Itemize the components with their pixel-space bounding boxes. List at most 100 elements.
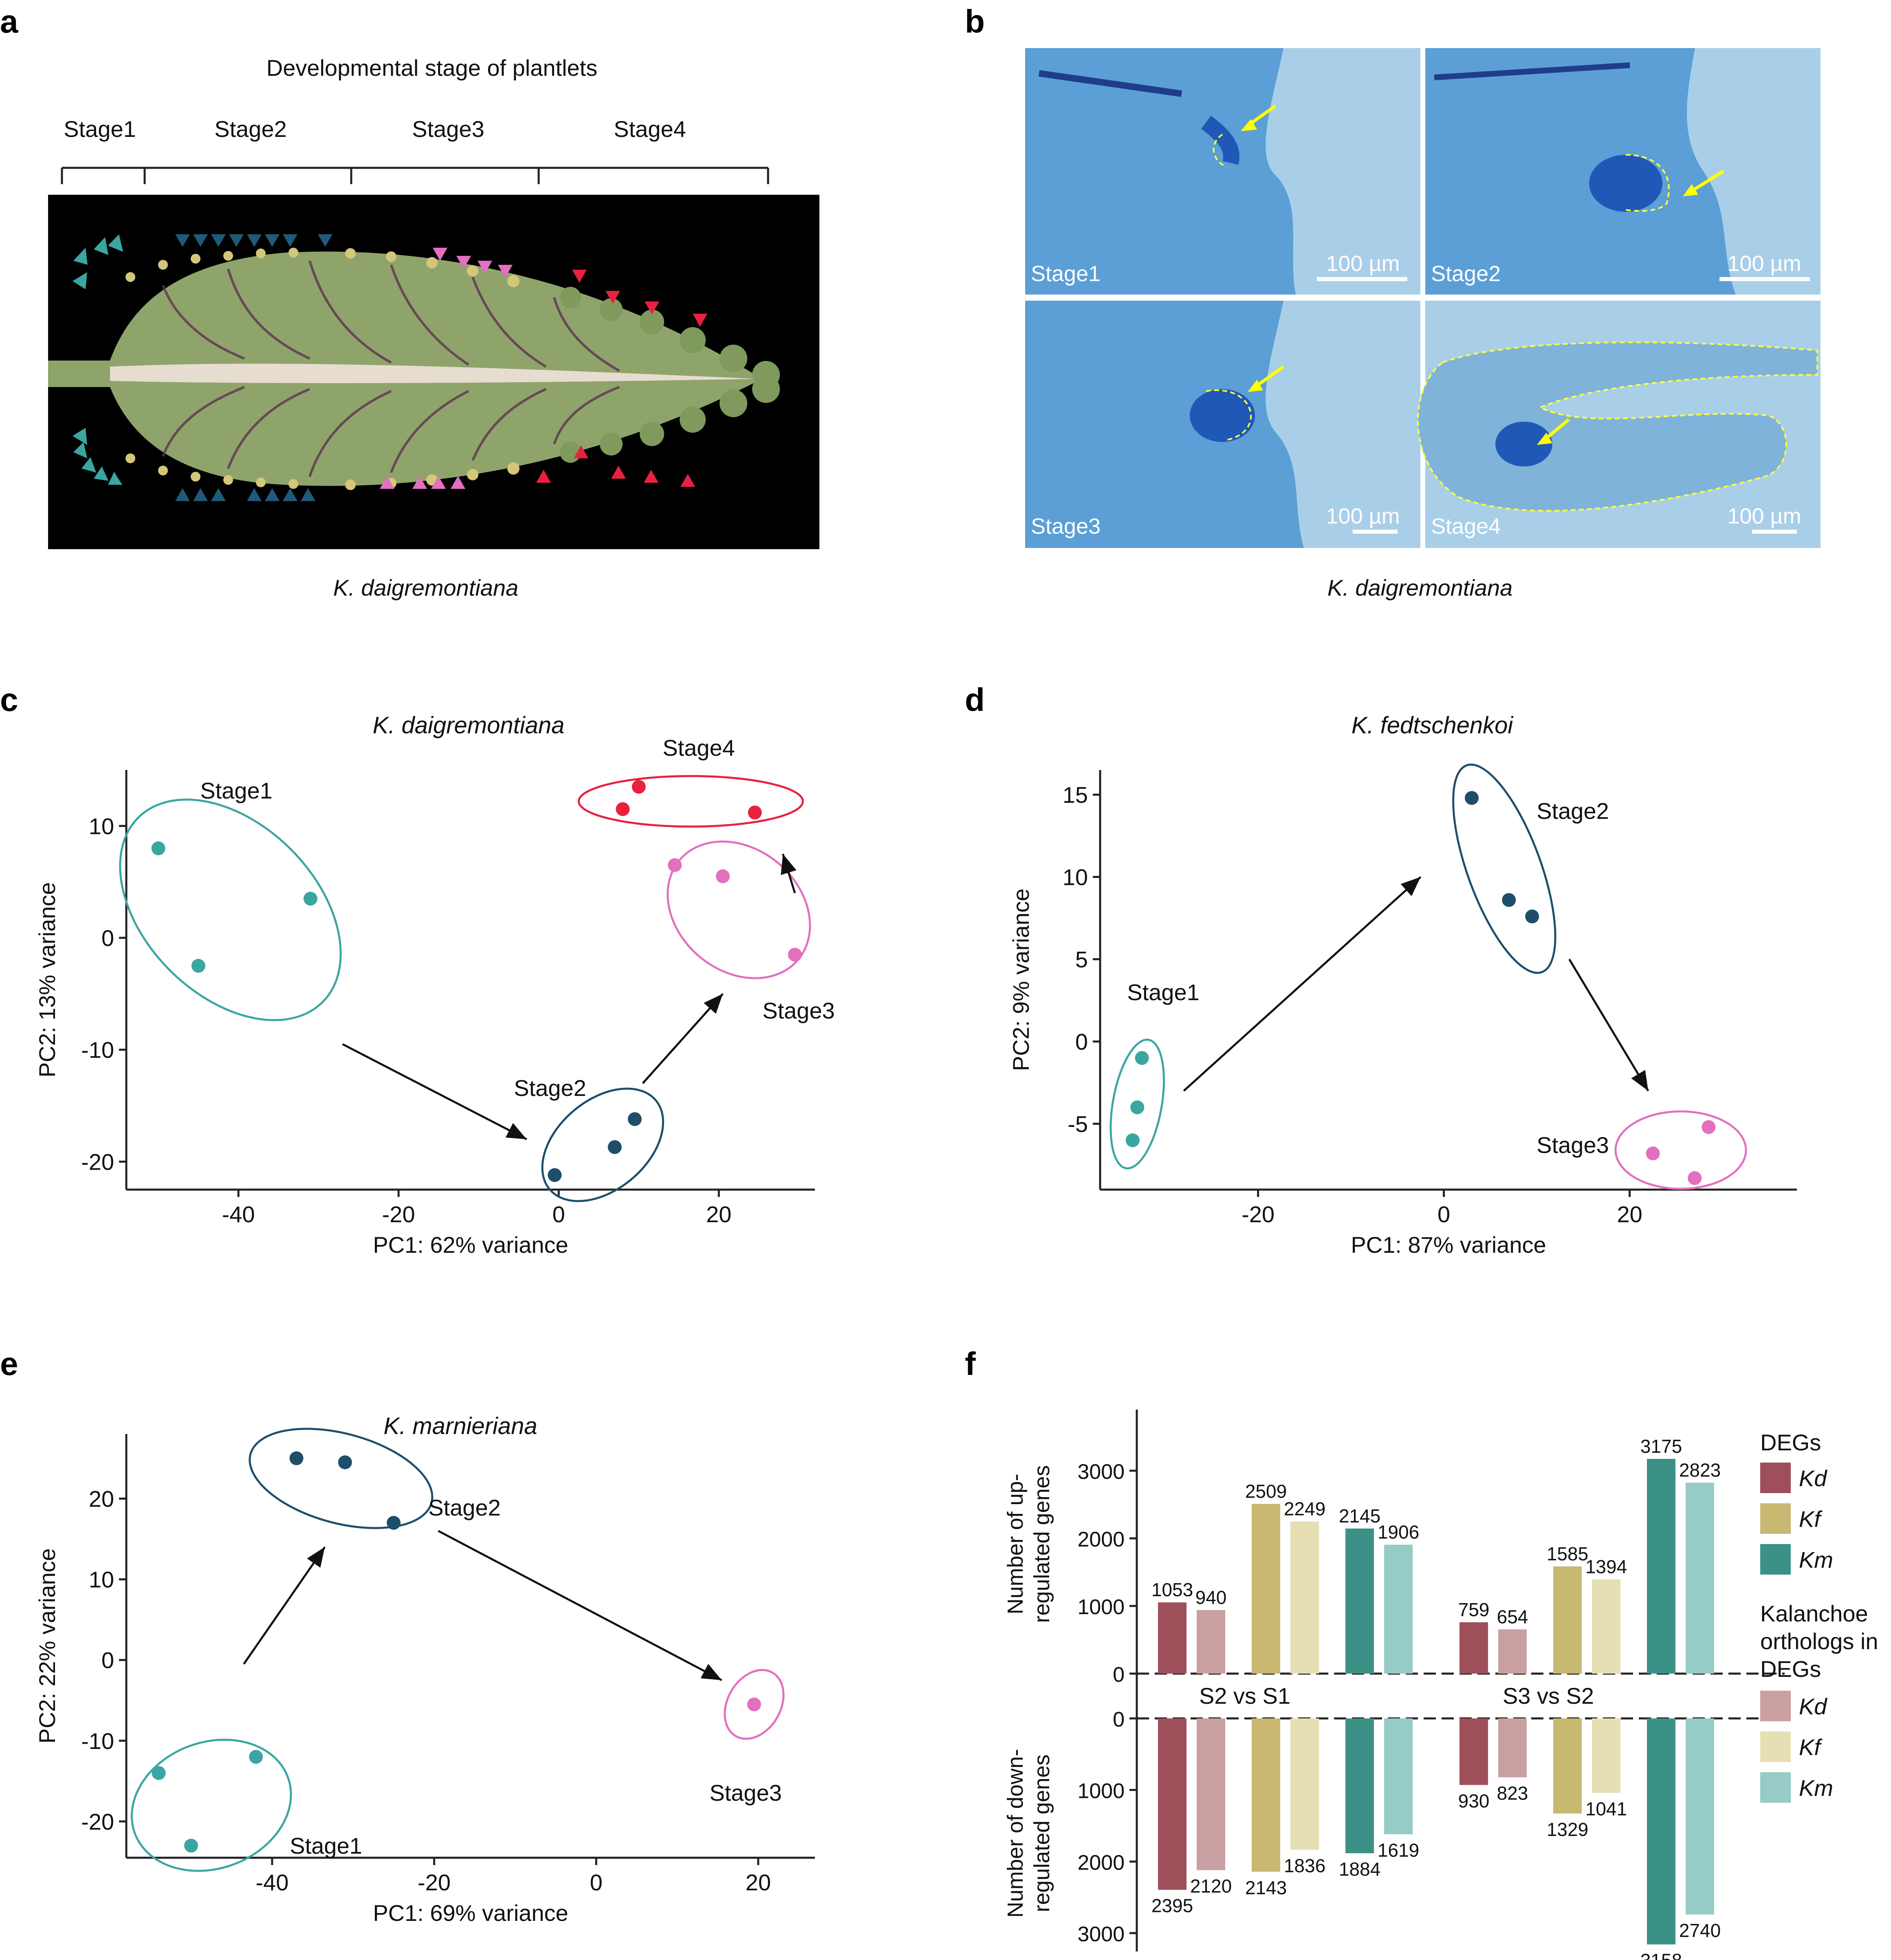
data-point [788, 948, 802, 962]
data-point [716, 869, 730, 883]
arrow-head [1631, 1070, 1649, 1091]
group-label: Stage1 [290, 1833, 362, 1859]
legend-title: DEGs [1760, 1430, 1821, 1455]
ortholog-up-bar [1290, 1521, 1319, 1674]
x-tick-label: -40 [255, 1870, 288, 1895]
panel-letter-b: b [965, 3, 985, 40]
pca-plot-d: K. fedtschenkoi -20 0 20 -5 0 5 10 15 PC1: 87% va… [1008, 712, 1797, 1258]
panel-a-species: K. daigremontiana [333, 575, 519, 601]
y-tick-label: 10 [89, 813, 114, 839]
value-label: 1041 [1585, 1798, 1627, 1819]
group-label: Stage1 [200, 778, 273, 803]
ortholog-down-bar [1498, 1718, 1527, 1777]
panel-a: a Developmental stage of plantlets Stage… [0, 3, 819, 601]
scale-bar [1719, 277, 1810, 281]
data-point [616, 802, 630, 816]
value-label: 1884 [1339, 1859, 1380, 1880]
x-tick-label: 20 [706, 1201, 731, 1227]
data-point [152, 1766, 166, 1780]
y-tick-label: 0 [1075, 1029, 1088, 1054]
value-label: 2145 [1339, 1505, 1380, 1527]
value-label: 3175 [1640, 1436, 1682, 1457]
data-point [1502, 893, 1516, 907]
y-tick-label: 2000 [1077, 1851, 1125, 1874]
data-point [1125, 1133, 1140, 1147]
plot-title: K. marnieriana [383, 1413, 537, 1439]
group-label: Stage1 [1127, 979, 1200, 1005]
deg-up-bar [1460, 1622, 1488, 1674]
tile-stage-label: Stage2 [1431, 262, 1501, 286]
x-tick-label: -20 [382, 1201, 415, 1227]
stage3-arrowheads [380, 248, 513, 489]
deg-down-bar [1460, 1718, 1488, 1785]
legend-swatch [1760, 1691, 1791, 1721]
ortholog-down-bar [1686, 1718, 1714, 1915]
legend-swatch [1760, 1544, 1791, 1575]
panel-a-title: Developmental stage of plantlets [266, 55, 598, 81]
panel-letter-e: e [0, 1346, 18, 1382]
y-axis-label: PC2: 13% variance [34, 882, 60, 1077]
x-tick-label: 20 [1617, 1201, 1642, 1227]
value-label: 2120 [1190, 1875, 1232, 1896]
pca-plot-e: K. marnieriana -40 -20 0 20 -20 -10 0 10 20 PC1: 6… [34, 1413, 815, 1926]
x-tick-label: 0 [1438, 1201, 1450, 1227]
micrograph-stage3: Stage3 100 µm [1025, 301, 1420, 548]
y-tick-label: 15 [1063, 782, 1088, 808]
legend-title: orthologs in [1760, 1628, 1878, 1654]
x-tick-label: 20 [746, 1870, 771, 1895]
y-tick-label: 0 [1113, 1663, 1125, 1687]
legend-title: Kalanchoe [1760, 1601, 1868, 1626]
stage-bracket [61, 167, 769, 184]
comparison-label: S2 vs S1 [1199, 1683, 1290, 1709]
data-point [191, 959, 205, 973]
scale-bar [1317, 277, 1407, 281]
data-point [627, 1112, 642, 1126]
trajectory-arrow [243, 1546, 326, 1665]
scale-bar [1752, 530, 1797, 534]
deg-up-bar [1647, 1458, 1675, 1674]
x-tick-label: 0 [590, 1870, 603, 1895]
y-tick-label: 10 [89, 1567, 114, 1593]
x-tick-label: 0 [553, 1201, 565, 1227]
data-point [1130, 1100, 1145, 1115]
group-ellipse [541, 1087, 664, 1202]
panel-b-species: K. daigremontiana [1327, 575, 1513, 601]
legend-swatch [1760, 1731, 1791, 1762]
stage-label: Stage4 [614, 116, 686, 142]
y-axis-label: Number of down- [1003, 1749, 1028, 1918]
arrow-head [704, 994, 723, 1014]
data-point [184, 1839, 198, 1853]
deg-up-bar [1158, 1602, 1187, 1674]
value-label: 823 [1497, 1783, 1528, 1804]
stage4-arrowheads [536, 270, 707, 487]
deg-bar-chart: 0 1000 2000 3000 0 1000 2000 3000 Number of up-r… [1003, 1410, 1878, 1960]
data-point [748, 805, 762, 820]
deg-down-bar [1647, 1718, 1675, 1945]
plot-title: K. fedtschenkoi [1352, 712, 1514, 739]
legend-label: Kf [1799, 1506, 1823, 1532]
scale-bar-label: 100 µm [1326, 251, 1400, 276]
value-label: 2395 [1151, 1895, 1193, 1916]
x-axis-label: PC1: 87% variance [1351, 1232, 1546, 1258]
data-point [548, 1168, 562, 1182]
y-tick-label: 10 [1063, 865, 1088, 890]
value-label: 759 [1458, 1599, 1490, 1620]
scale-bar-label: 100 µm [1727, 251, 1801, 276]
group-label: Stage4 [663, 735, 735, 761]
ortholog-down-bar [1290, 1718, 1319, 1850]
value-label: 930 [1458, 1790, 1490, 1811]
arrow-head [1400, 877, 1421, 896]
data-point [608, 1140, 622, 1154]
deg-down-bar [1345, 1718, 1374, 1853]
panel-letter-f: f [965, 1346, 976, 1382]
data-point [1525, 909, 1539, 924]
value-label: 654 [1497, 1606, 1528, 1627]
legend-swatch [1760, 1772, 1791, 1803]
y-tick-label: 0 [101, 1648, 114, 1673]
legend-label: Kf [1799, 1734, 1823, 1760]
trajectory-arrow [342, 1043, 527, 1140]
stage-label: Stage3 [412, 116, 484, 142]
group-ellipse [1110, 1038, 1165, 1170]
legend-swatch [1760, 1503, 1791, 1534]
group-ellipse [1614, 1110, 1747, 1190]
